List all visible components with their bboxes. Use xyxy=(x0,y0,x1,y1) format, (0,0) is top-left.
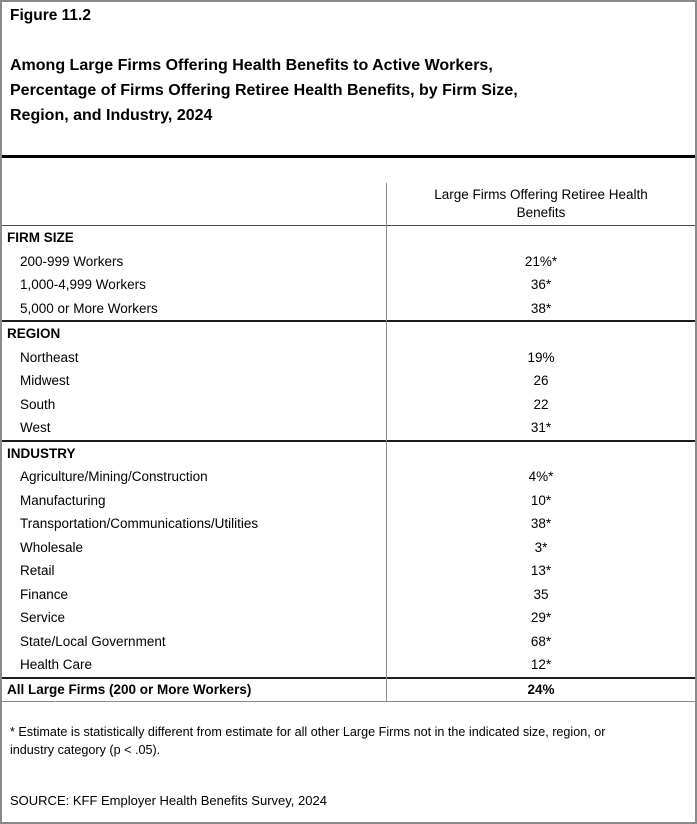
section-header-row: INDUSTRY xyxy=(2,442,695,466)
row-value: 3* xyxy=(534,539,548,555)
row-label: 1,000-4,999 Workers xyxy=(20,277,146,293)
column-header: Large Firms Offering Retiree Health Bene… xyxy=(387,161,695,225)
table-row: Wholesale 3* xyxy=(2,536,695,560)
total-row-value: 24% xyxy=(527,682,555,698)
figure-title-line: Percentage of Firms Offering Retiree Hea… xyxy=(10,82,518,99)
column-header-line: Large Firms Offering Retiree Health xyxy=(434,187,648,202)
row-label: Finance xyxy=(20,586,69,602)
section-header: INDUSTRY xyxy=(7,445,76,461)
row-label: Service xyxy=(20,610,66,626)
section-header-row: REGION xyxy=(2,322,695,346)
row-value: 31* xyxy=(530,420,552,436)
table-row: 1,000-4,999 Workers 36* xyxy=(2,273,695,297)
table-row: Midwest 26 xyxy=(2,369,695,393)
table-row: Finance 35 xyxy=(2,583,695,607)
section-header: REGION xyxy=(7,326,61,342)
row-label: 5,000 or More Workers xyxy=(20,300,158,316)
table-row: Agriculture/Mining/Construction 4%* xyxy=(2,465,695,489)
column-divider-line xyxy=(386,183,387,702)
row-value: 21%* xyxy=(524,253,558,269)
row-value: 12* xyxy=(530,657,552,673)
column-header-row: Large Firms Offering Retiree Health Bene… xyxy=(2,161,695,225)
source-line: SOURCE: KFF Employer Health Benefits Sur… xyxy=(10,793,327,808)
table-row: Manufacturing 10* xyxy=(2,489,695,513)
row-label: State/Local Government xyxy=(20,633,166,649)
row-label: South xyxy=(20,396,56,412)
row-label: Retail xyxy=(20,563,55,579)
row-value: 4%* xyxy=(528,469,554,485)
figure-title-line: Region, and Industry, 2024 xyxy=(10,107,213,124)
column-header-line: Benefits xyxy=(516,205,566,220)
section-header: FIRM SIZE xyxy=(7,230,74,246)
section-divider xyxy=(2,320,695,322)
table-row: Retail 13* xyxy=(2,559,695,583)
table-body: FIRM SIZE 200-999 Workers 21%* 1,000-4,999 … xyxy=(2,226,695,677)
row-value: 10* xyxy=(530,492,552,508)
row-label: 200-999 Workers xyxy=(20,253,124,269)
row-label: West xyxy=(20,420,51,436)
row-label: Agriculture/Mining/Construction xyxy=(20,469,208,485)
row-label: Manufacturing xyxy=(20,492,106,508)
row-value: 35 xyxy=(533,586,549,602)
total-row: All Large Firms (200 or More Workers) 24… xyxy=(2,679,695,702)
row-value: 13* xyxy=(530,563,552,579)
row-value: 68* xyxy=(530,633,552,649)
figure-label: Figure 11.2 xyxy=(10,7,91,24)
header-divider-line xyxy=(2,225,695,226)
table-row: Health Care 12* xyxy=(2,653,695,677)
figure-header: Figure 11.2 Among Large Firms Offering H… xyxy=(2,2,695,158)
row-value: 22 xyxy=(533,396,549,412)
table-row: West 31* xyxy=(2,416,695,440)
table-row: Northeast 19% xyxy=(2,346,695,370)
row-value: 38* xyxy=(530,300,552,316)
table-row: 200-999 Workers 21%* xyxy=(2,250,695,274)
row-label: Northeast xyxy=(20,349,79,365)
row-value: 38* xyxy=(530,516,552,532)
row-value: 26 xyxy=(533,373,549,389)
section-divider xyxy=(2,676,695,679)
data-table: Large Firms Offering Retiree Health Bene… xyxy=(2,161,695,702)
section-divider xyxy=(2,439,695,442)
figure-title: Among Large Firms Offering Health Benefi… xyxy=(10,53,685,128)
section-header-row: FIRM SIZE xyxy=(2,226,695,250)
table-row: South 22 xyxy=(2,393,695,417)
column-header-spacer xyxy=(2,161,387,225)
table-row: State/Local Government 68* xyxy=(2,630,695,654)
footnote-line: industry category (p < .05). xyxy=(10,742,161,757)
row-value: 29* xyxy=(530,610,552,626)
row-value: 36* xyxy=(530,277,552,293)
row-label: Midwest xyxy=(20,373,70,389)
table-row: 5,000 or More Workers 38* xyxy=(2,297,695,321)
table-bottom-line xyxy=(2,701,695,702)
row-value: 19% xyxy=(527,349,555,365)
footnote: * Estimate is statistically different fr… xyxy=(10,724,691,759)
footnote-line: * Estimate is statistically different fr… xyxy=(10,725,606,739)
row-label: Health Care xyxy=(20,657,93,673)
table-row: Service 29* xyxy=(2,606,695,630)
row-label: Transportation/Communications/Utilities xyxy=(20,516,259,532)
total-row-label: All Large Firms (200 or More Workers) xyxy=(7,682,252,698)
table-row: Transportation/Communications/Utilities 3… xyxy=(2,512,695,536)
figure-title-line: Among Large Firms Offering Health Benefi… xyxy=(10,57,493,74)
row-label: Wholesale xyxy=(20,539,84,555)
